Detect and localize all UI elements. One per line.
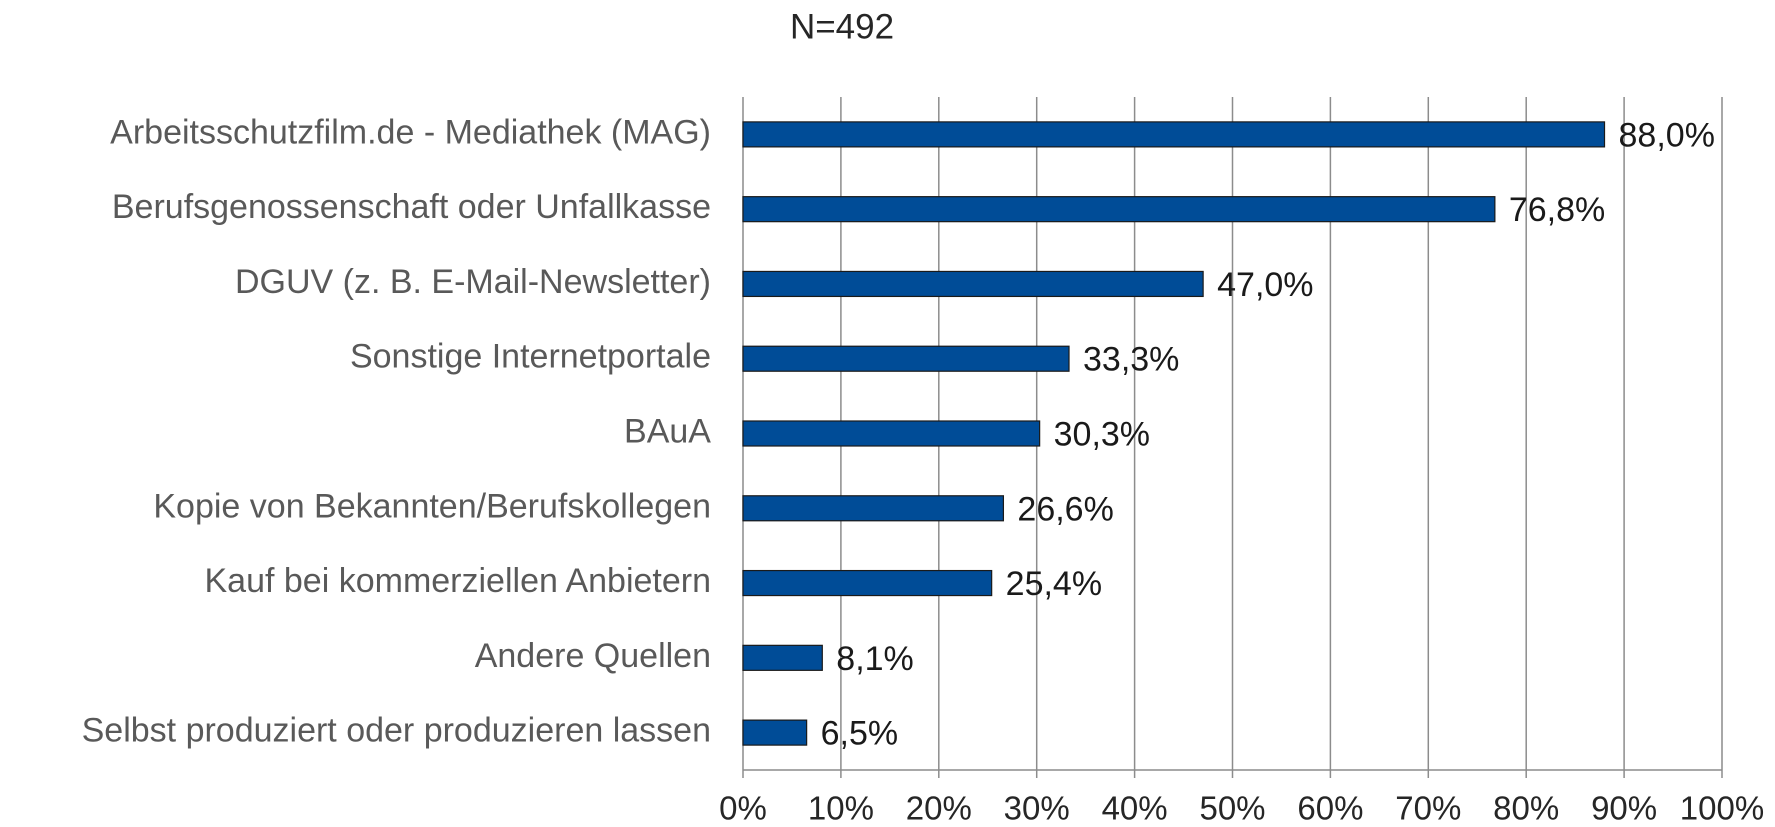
category-label: DGUV (z. B. E-Mail-Newsletter) [235, 263, 711, 301]
data-label: 33,3% [1083, 341, 1179, 379]
x-tick-label: 40% [1102, 790, 1168, 822]
bar [742, 345, 1070, 372]
data-label: 26,6% [1017, 490, 1113, 528]
x-tick-label: 100% [1680, 790, 1764, 822]
data-label: 25,4% [1006, 565, 1102, 603]
chart-title: N=492 [790, 7, 894, 46]
category-label: Kauf bei kommerziellen Anbietern [205, 562, 712, 600]
category-label: Berufsgenossenschaft oder Unfallkasse [112, 188, 711, 226]
data-label: 76,8% [1509, 191, 1605, 229]
data-label: 6,5% [821, 715, 899, 753]
category-label: Arbeitsschutzfilm.de - Mediathek (MAG) [110, 113, 711, 151]
category-label: Kopie von Bekannten/Berufskollegen [153, 487, 711, 525]
data-label: 47,0% [1217, 266, 1313, 304]
x-tick-label: 0% [719, 790, 767, 822]
bar [742, 196, 1496, 223]
category-label: Selbst produziert oder produzieren lasse… [82, 712, 711, 750]
x-tick-label: 60% [1297, 790, 1363, 822]
x-tick-label: 30% [1004, 790, 1070, 822]
bar [742, 569, 993, 597]
category-label: BAuA [624, 412, 711, 450]
bar [742, 121, 1606, 148]
x-tick-label: 20% [906, 790, 972, 822]
data-label: 8,1% [836, 640, 914, 678]
x-tick-label: 70% [1395, 790, 1461, 822]
bar [742, 495, 1005, 522]
data-label: 30,3% [1054, 415, 1150, 453]
x-tick-label: 90% [1591, 790, 1657, 822]
x-tick-label: 50% [1199, 790, 1265, 822]
bar [742, 719, 808, 746]
category-label: Andere Quellen [475, 637, 711, 675]
category-label: Sonstige Internetportale [350, 338, 711, 376]
x-tick-label: 80% [1493, 790, 1559, 822]
bar [742, 644, 823, 671]
data-label: 88,0% [1619, 116, 1715, 154]
bar [742, 270, 1204, 298]
bar [742, 420, 1041, 447]
x-tick-label: 10% [808, 790, 874, 822]
